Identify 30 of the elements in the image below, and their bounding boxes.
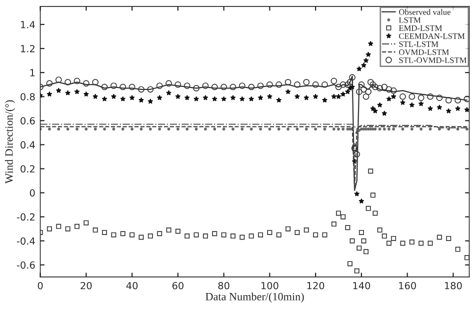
y-tick-label: 0.6 xyxy=(20,117,35,124)
y-tick-label: -0.4 xyxy=(16,237,35,245)
legend-label: CEEMDAN-LSTM xyxy=(399,33,465,39)
legend-label: OVMD-LSTM xyxy=(399,49,449,56)
legend-label: EMD-LSTM xyxy=(398,25,442,31)
legend-label: STL-OVMD-LSTM xyxy=(399,57,467,64)
y-tick-label: 0.4 xyxy=(20,141,35,149)
y-axis-title: Wind Direction/(°) xyxy=(4,100,16,184)
x-tick-label: 20 xyxy=(80,282,92,290)
x-tick-label: 40 xyxy=(126,282,138,290)
x-tick-label: 180 xyxy=(444,282,462,290)
legend-label: LSTM xyxy=(398,17,421,23)
y-tick-label: 0.2 xyxy=(20,165,34,173)
x-tick-label: 80 xyxy=(218,282,230,290)
x-tick-label: 0 xyxy=(38,282,43,290)
y-tick-label: -0.2 xyxy=(16,213,34,221)
y-tick-label: 1.4 xyxy=(21,21,35,28)
x-tick-label: 160 xyxy=(399,282,416,290)
x-tick-label: 140 xyxy=(353,282,370,290)
x-tick-label: 60 xyxy=(172,282,184,290)
legend-label: STL-LSTM xyxy=(399,41,438,47)
y-tick-label: 1.2 xyxy=(21,44,34,52)
legend-label: Observed value xyxy=(399,8,450,15)
y-tick-label: 0 xyxy=(30,189,35,197)
y-tick-label: 0.8 xyxy=(20,93,35,100)
x-axis-title: Data Number/(10min) xyxy=(206,292,304,303)
x-tick-label: 120 xyxy=(307,282,324,290)
y-tick-label: -0.6 xyxy=(16,261,35,269)
y-tick-label: 1 xyxy=(30,69,35,76)
x-tick-label: 100 xyxy=(261,282,278,290)
